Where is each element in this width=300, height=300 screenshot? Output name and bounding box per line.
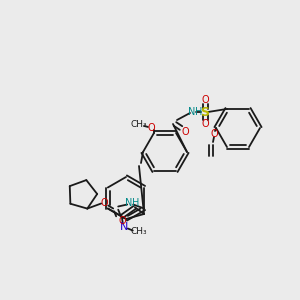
Text: CH₃: CH₃ <box>130 227 147 236</box>
Text: CH₃: CH₃ <box>131 120 147 129</box>
Text: H: H <box>195 107 203 117</box>
Text: O: O <box>181 127 189 137</box>
Text: N: N <box>125 197 133 208</box>
Text: S: S <box>200 106 209 118</box>
Text: O: O <box>147 123 155 133</box>
Text: O: O <box>201 119 209 129</box>
Text: O: O <box>201 95 209 105</box>
Text: H: H <box>133 197 140 208</box>
Text: N: N <box>188 107 196 117</box>
Text: O: O <box>100 197 108 208</box>
Text: O: O <box>118 215 126 226</box>
Text: N: N <box>120 221 128 232</box>
Text: O: O <box>210 129 218 139</box>
